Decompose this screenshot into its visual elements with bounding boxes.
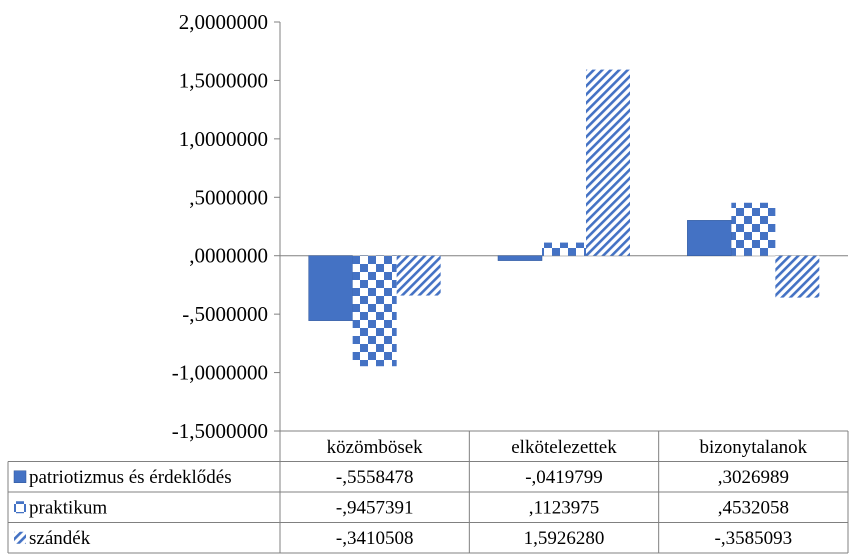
bar-diagonal <box>775 255 820 298</box>
data-label: -,9457391 <box>336 497 414 518</box>
y-tick-label: -,5000000 <box>182 302 268 326</box>
data-label: ,3026989 <box>718 467 789 488</box>
legend-label: patriotizmus és érdeklődés <box>29 467 232 488</box>
bar-diagonal <box>396 255 441 296</box>
bar-checker <box>542 242 586 256</box>
data-label: -,3410508 <box>336 528 414 549</box>
y-tick-label: ,5000000 <box>189 185 268 209</box>
legend-swatch <box>14 531 26 544</box>
data-label: ,4532058 <box>718 497 789 518</box>
bar-solid <box>308 255 353 321</box>
bar-solid <box>687 220 732 256</box>
y-tick-label: 1,0000000 <box>179 127 268 151</box>
y-tick-label: 1,5000000 <box>179 68 268 92</box>
legend-swatch <box>14 501 26 514</box>
bar-checker <box>352 255 397 367</box>
y-tick-label: ,0000000 <box>189 244 268 268</box>
data-label: 1,5926280 <box>524 528 605 549</box>
legend-swatch <box>13 470 27 483</box>
data-label: -,5558478 <box>336 467 414 488</box>
legend-label: praktikum <box>29 497 107 518</box>
data-label: -,0419799 <box>525 467 603 488</box>
legend-label: szándék <box>29 528 91 549</box>
category-label: elkötelezettek <box>511 437 617 458</box>
category-label: bizonytalanok <box>700 437 808 458</box>
category-label: közömbösek <box>327 437 424 458</box>
bar-diagonal <box>586 69 630 256</box>
bar-checker <box>731 202 776 256</box>
y-tick-label: -1,0000000 <box>172 361 268 385</box>
y-tick-label: -1,5000000 <box>172 419 268 443</box>
y-tick-label: 2,0000000 <box>179 10 268 34</box>
bar-solid <box>497 255 543 261</box>
data-label: -,3585093 <box>715 528 793 549</box>
data-label: ,1123975 <box>529 497 600 518</box>
